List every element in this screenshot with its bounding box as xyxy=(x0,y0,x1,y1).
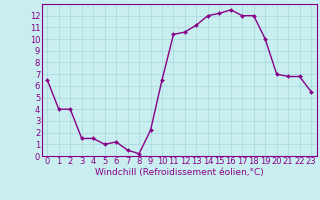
X-axis label: Windchill (Refroidissement éolien,°C): Windchill (Refroidissement éolien,°C) xyxy=(95,168,264,177)
